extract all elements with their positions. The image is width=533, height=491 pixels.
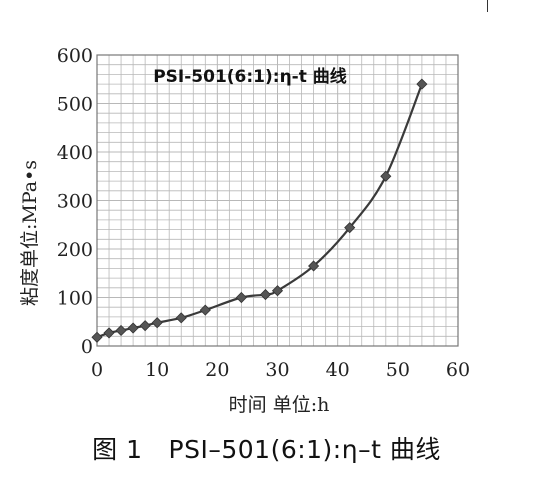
plot-frame (96, 54, 459, 347)
x-tick-label: 0 (91, 359, 103, 381)
x-tick-label: 10 (145, 359, 169, 381)
data-point-marker (259, 289, 272, 301)
grid (96, 54, 459, 347)
x-tick-label: 30 (265, 359, 289, 381)
data-point-marker (308, 260, 320, 272)
data-point-marker (139, 320, 151, 332)
y-tick-label: 400 (57, 142, 93, 164)
caption-text: PSI–501(6:1):η–t 曲线 (168, 435, 441, 464)
data-point-marker (115, 324, 127, 337)
x-tick-label: 60 (446, 359, 470, 381)
y-axis-label: 粘度单位:MPa•s (19, 160, 41, 306)
chart-title: PSI-501(6:1):η-t 曲线 (153, 66, 347, 87)
corner-mark (487, 0, 488, 12)
y-tick-label: 300 (57, 191, 93, 213)
x-axis-label: 时间 单位:h (229, 394, 330, 416)
axes (96, 54, 459, 347)
data-point-marker (103, 327, 115, 339)
data-point-marker (235, 291, 247, 304)
data-point-marker (271, 285, 284, 297)
data-point-marker (380, 170, 392, 182)
y-tick-label: 100 (57, 288, 93, 310)
figure-caption: 图 1 PSI–501(6:1):η–t 曲线 (0, 430, 533, 466)
data-point-marker (91, 331, 103, 343)
data-point-marker (127, 322, 139, 334)
y-tick-label: 500 (57, 94, 93, 116)
series (91, 78, 428, 343)
x-tick-label: 50 (386, 359, 410, 381)
data-point-marker (151, 317, 163, 329)
data-point-marker (416, 78, 428, 90)
data-point-marker (344, 222, 356, 234)
x-tick-label: 20 (205, 359, 229, 381)
data-point-marker (199, 304, 211, 316)
y-tick-label: 0 (81, 336, 93, 358)
series-line (96, 83, 423, 339)
x-tick-label: 40 (326, 359, 350, 381)
figure-number: 图 1 (92, 435, 143, 464)
data-point-marker (175, 312, 187, 324)
y-tick-label: 600 (57, 45, 93, 67)
y-tick-label: 200 (57, 239, 93, 261)
